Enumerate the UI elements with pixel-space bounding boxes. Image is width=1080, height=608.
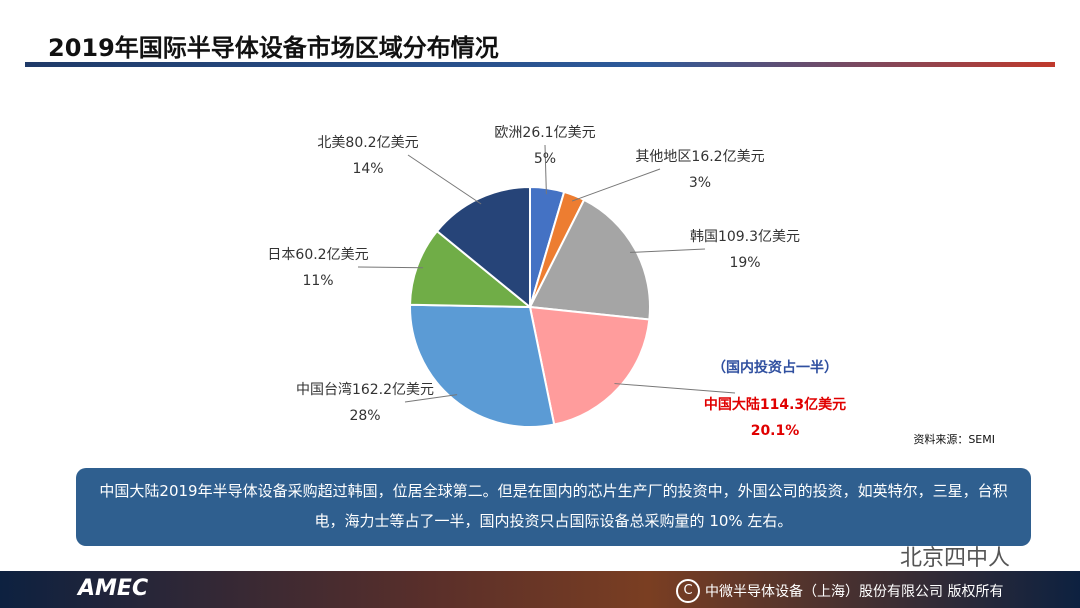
category-name: 其他地区 xyxy=(635,149,691,165)
watermark: 北京四中人 xyxy=(900,546,1011,571)
value-label: 114.3亿美元 xyxy=(760,396,846,413)
pie-slice xyxy=(435,185,531,310)
source: 资料来源：SEMI xyxy=(913,432,995,446)
chart: （国内投资占一半） 资料来源：SEMI 欧洲26.1亿美元 5% 其他地区16.2亿… xyxy=(267,125,995,446)
leader-line xyxy=(544,144,547,195)
pie-slice xyxy=(528,305,651,426)
category-name: 欧洲 xyxy=(494,125,522,141)
slice-label: 欧洲26.1亿美元 xyxy=(494,125,595,141)
pie-slice xyxy=(409,303,556,428)
share-label: 3% xyxy=(689,175,711,191)
value-label: 60.2亿美元 xyxy=(295,247,368,263)
category-name: 中国大陆 xyxy=(704,396,760,413)
slice-label: 中国大陆114.3亿美元 xyxy=(704,396,846,413)
leader-line xyxy=(614,383,736,394)
share-label: 28% xyxy=(349,408,380,424)
share-label: 20.1% xyxy=(751,423,800,439)
slice-label: 日本60.2亿美元 xyxy=(267,247,368,263)
slice-label: 韩国109.3亿美元 xyxy=(690,229,800,245)
summary-box: 中国大陆2019年半导体设备采购超过韩国，位居全球第二。但是在国内的芯片生产厂的… xyxy=(76,468,1031,546)
value-label: 162.2亿美元 xyxy=(352,382,434,398)
slice-label: 北美80.2亿美元 xyxy=(317,135,418,151)
value-label: 16.2亿美元 xyxy=(691,149,764,165)
leader-line xyxy=(407,154,482,205)
title-rule xyxy=(25,62,1055,67)
pie-slice xyxy=(528,198,651,321)
footer xyxy=(0,571,1080,608)
copyright: 中微半导体设备（上海）股份有限公司 版权所有 xyxy=(705,584,1004,600)
value-label: 80.2亿美元 xyxy=(345,135,418,151)
share-label: 19% xyxy=(729,255,760,271)
leader-line xyxy=(357,266,423,269)
leader-line xyxy=(404,394,458,403)
value-label: 109.3亿美元 xyxy=(718,229,800,245)
leader-line xyxy=(571,168,661,202)
leader-line xyxy=(630,248,706,253)
category-name: 韩国 xyxy=(690,229,718,245)
title: 2019年国际半导体设备市场区域分布情况 xyxy=(48,34,499,62)
value-label: 26.1亿美元 xyxy=(522,125,595,141)
category-name: 中国台湾 xyxy=(296,381,352,398)
annotation: （国内投资占一半） xyxy=(712,359,838,376)
slice-label: 中国台湾162.2亿美元 xyxy=(296,381,434,398)
logo: AMEC xyxy=(78,576,149,601)
category-name: 北美 xyxy=(317,135,345,151)
copyright-mark: C xyxy=(676,579,700,603)
share-label: 5% xyxy=(534,151,556,167)
share-label: 11% xyxy=(302,273,333,289)
pie-slice xyxy=(409,229,533,309)
category-name: 日本 xyxy=(267,247,295,263)
share-label: 14% xyxy=(352,161,383,177)
slice-label: 其他地区16.2亿美元 xyxy=(635,149,764,165)
